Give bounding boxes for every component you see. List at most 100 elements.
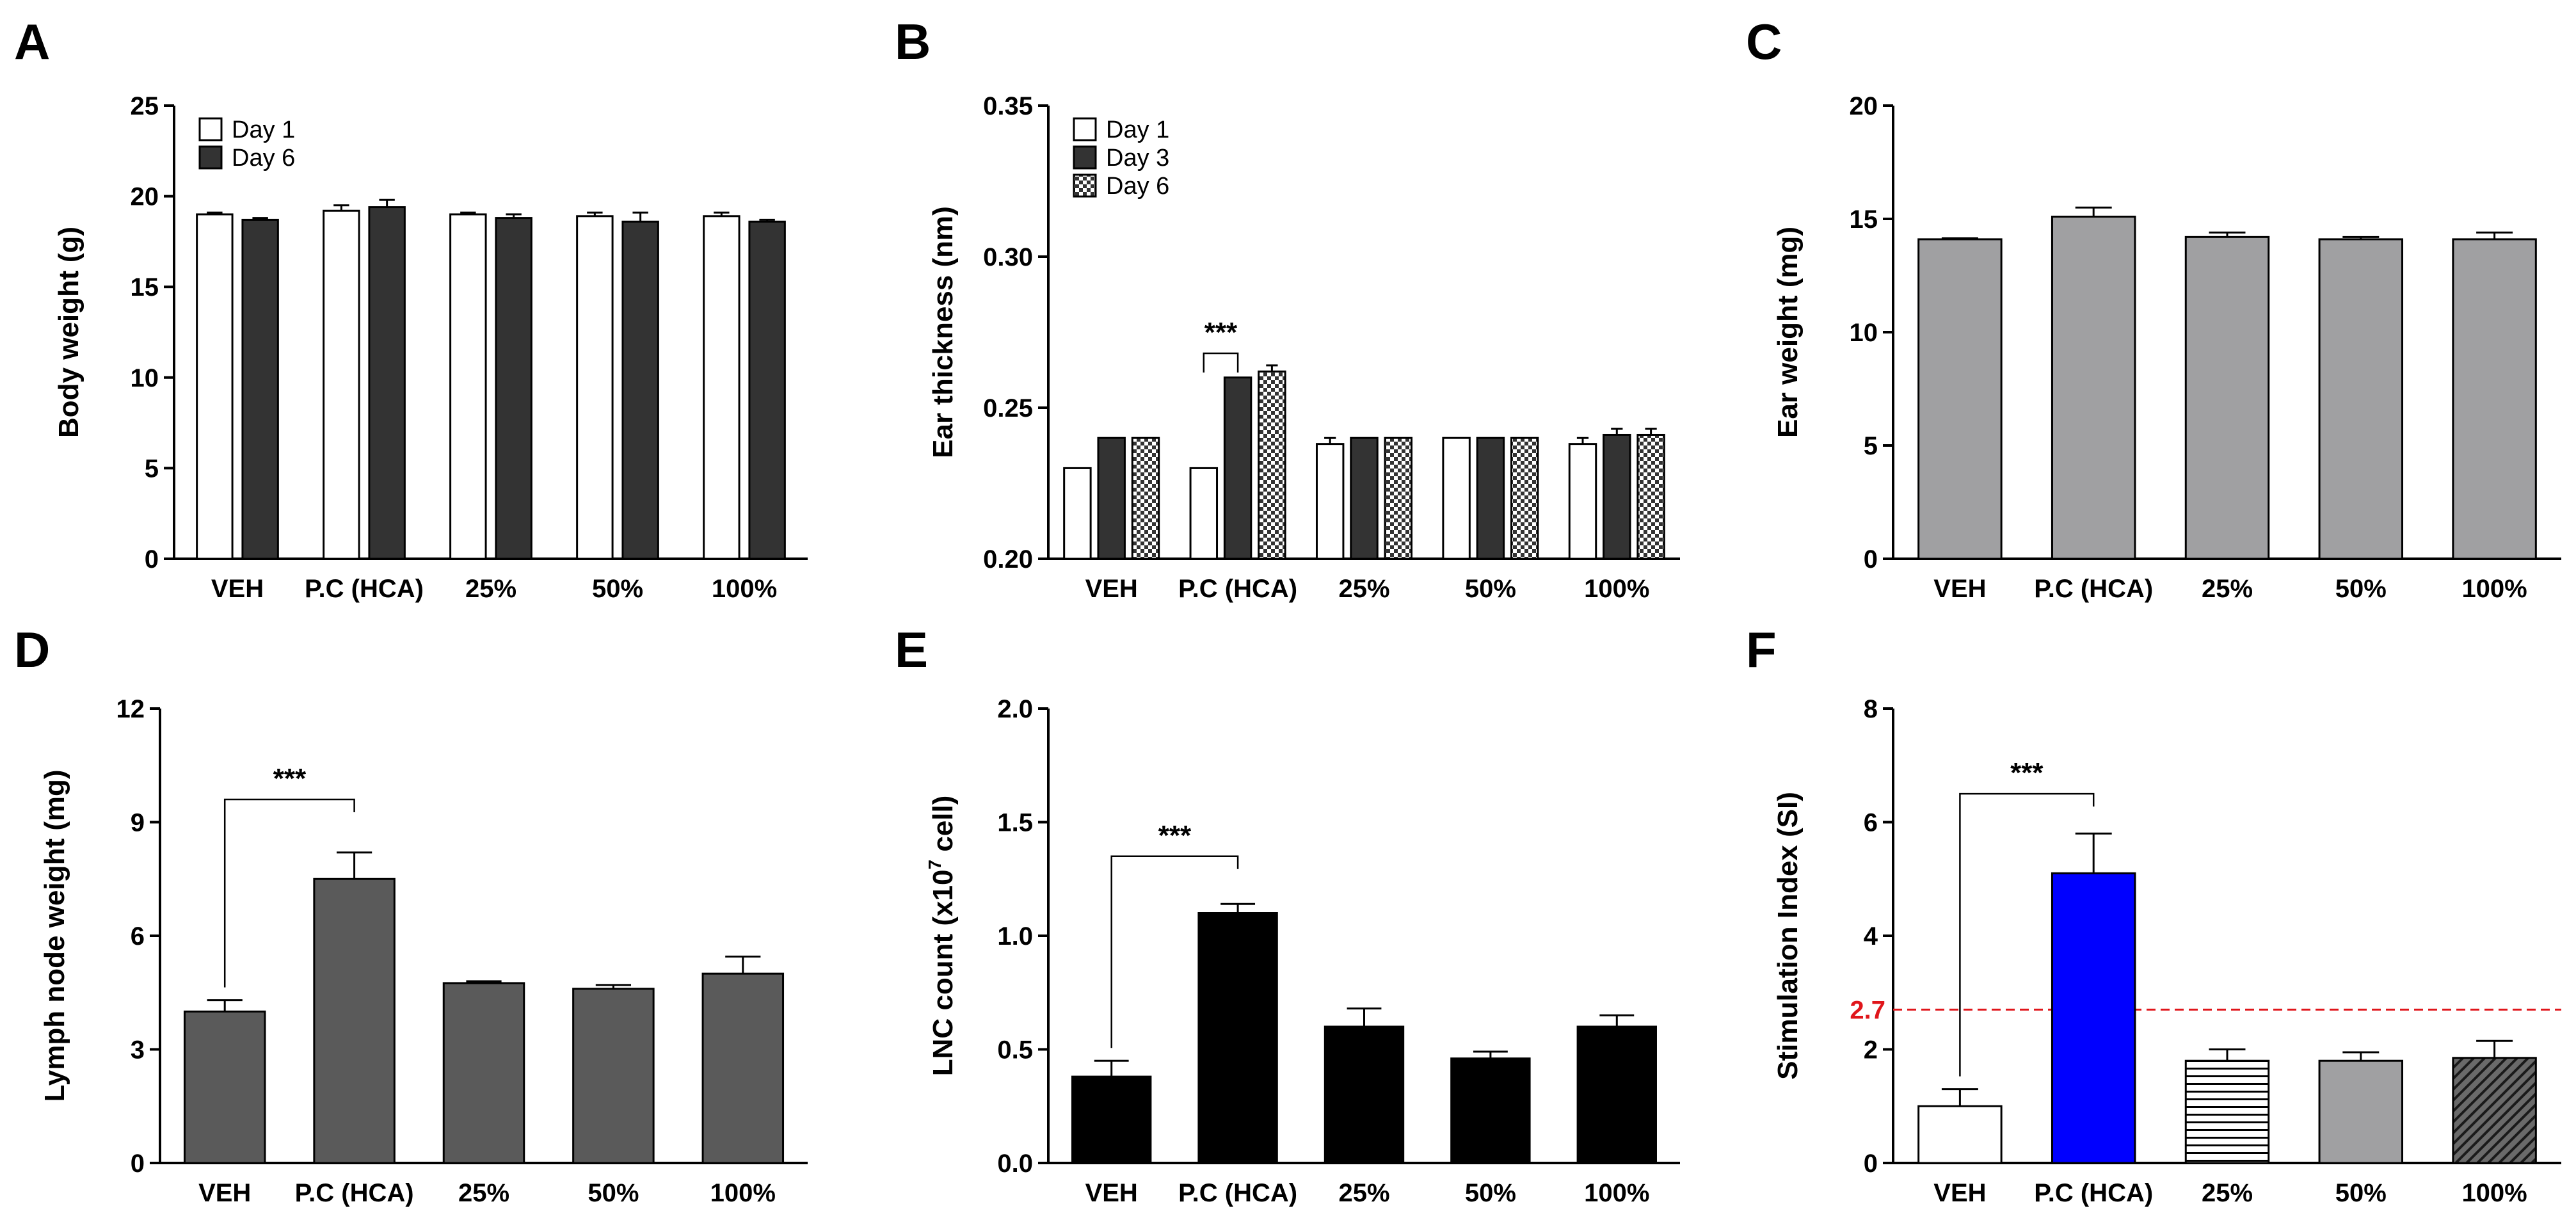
bar-A bbox=[621, 220, 659, 560]
bar-A bbox=[449, 213, 487, 560]
bar-E bbox=[1324, 1025, 1405, 1164]
y-tick-label-D: 0 bbox=[131, 1150, 145, 1178]
y-axis-label-F: Stimulation Index (SI) bbox=[1772, 792, 1804, 1080]
y-tick-label-B: 0.25 bbox=[983, 394, 1033, 422]
bar-A bbox=[495, 217, 532, 560]
bar-B bbox=[1097, 437, 1126, 560]
legend-swatch-B bbox=[1073, 173, 1097, 198]
y-tick-label-B: 0.35 bbox=[983, 92, 1033, 120]
panel-E: E LNC count (x107 cell) 0.0 0.5 1.0 1.5 2.0 VEH… bbox=[895, 622, 1680, 1207]
panel-label-C: C bbox=[1746, 13, 1782, 70]
significance-label-E: *** bbox=[1158, 820, 1192, 851]
x-tick-label-B: 100% bbox=[1584, 575, 1649, 603]
legend-swatch-A bbox=[198, 117, 223, 141]
significance-label-F: *** bbox=[2010, 757, 2044, 789]
significance-label-D: *** bbox=[273, 763, 307, 794]
x-tick-label-F: 25% bbox=[2202, 1179, 2253, 1207]
bar-B bbox=[1223, 376, 1252, 560]
legend-label-A: Day 6 bbox=[232, 145, 295, 172]
y-tick-label-A: 15 bbox=[131, 273, 159, 301]
x-tick-label-A: 100% bbox=[712, 575, 777, 603]
bar-D bbox=[442, 982, 525, 1164]
bar-C bbox=[2051, 215, 2136, 560]
y-axis-label-D: Lymph node weight (mg) bbox=[39, 770, 70, 1102]
bar-B bbox=[1603, 433, 1631, 560]
bar-B bbox=[1063, 467, 1092, 560]
y-tick-label-C: 15 bbox=[1850, 205, 1878, 234]
x-tick-label-E: 25% bbox=[1338, 1179, 1389, 1207]
bar-B bbox=[1258, 370, 1286, 560]
x-tick-label-A: 25% bbox=[465, 575, 516, 603]
y-tick-label-C: 20 bbox=[1850, 92, 1878, 120]
y-tick-label-A: 5 bbox=[145, 454, 159, 483]
x-tick-label-C: 25% bbox=[2202, 575, 2253, 603]
legend-swatch-B bbox=[1073, 117, 1097, 141]
bar-B bbox=[1315, 443, 1345, 560]
x-tick-label-D: 50% bbox=[588, 1179, 639, 1207]
bar-B bbox=[1442, 437, 1471, 560]
significance-bracket-D bbox=[223, 798, 355, 988]
y-tick-label-F: 4 bbox=[1864, 922, 1878, 950]
bar-F bbox=[2318, 1059, 2404, 1164]
y-tick-label-D: 12 bbox=[116, 695, 145, 723]
bar-F bbox=[2184, 1059, 2270, 1164]
bar-A bbox=[196, 213, 234, 560]
legend-swatch-B bbox=[1073, 145, 1097, 170]
significance-label-B: *** bbox=[1204, 317, 1238, 348]
y-tick-label-E: 1.0 bbox=[997, 922, 1033, 950]
x-tick-label-B: 25% bbox=[1338, 575, 1389, 603]
panel-label-D: D bbox=[14, 622, 50, 678]
x-tick-label-E: VEH bbox=[1085, 1179, 1138, 1207]
legend-swatch-A bbox=[198, 145, 223, 170]
bar-E bbox=[1576, 1025, 1657, 1164]
x-tick-label-B: P.C (HCA) bbox=[1178, 575, 1297, 603]
y-tick-label-E: 0.0 bbox=[997, 1150, 1033, 1178]
y-tick-label-D: 6 bbox=[131, 922, 145, 950]
y-tick-label-C: 0 bbox=[1864, 545, 1878, 573]
bar-B bbox=[1476, 437, 1505, 560]
threshold-label: 2.7 bbox=[1850, 996, 1885, 1024]
x-tick-label-D: 100% bbox=[710, 1179, 776, 1207]
y-axis-label-E: LNC count (x107 cell) bbox=[925, 796, 959, 1077]
x-tick-label-C: 100% bbox=[2461, 575, 2527, 603]
bar-C bbox=[2184, 236, 2270, 560]
y-tick-label-C: 5 bbox=[1864, 432, 1878, 460]
x-tick-label-C: VEH bbox=[1933, 575, 1986, 603]
y-tick-label-B: 0.30 bbox=[983, 243, 1033, 271]
bar-C bbox=[1917, 238, 2003, 560]
x-tick-label-A: VEH bbox=[211, 575, 264, 603]
y-axis-label-superscript: 7 bbox=[925, 860, 945, 870]
bar-B bbox=[1636, 433, 1665, 560]
bar-F bbox=[2452, 1057, 2537, 1164]
bar-A bbox=[241, 218, 279, 560]
bar-B bbox=[1384, 437, 1413, 560]
y-tick-label-D: 3 bbox=[131, 1036, 145, 1064]
bar-E bbox=[1197, 912, 1278, 1164]
y-tick-label-C: 10 bbox=[1850, 319, 1878, 347]
bar-C bbox=[2318, 238, 2404, 560]
y-tick-label-E: 2.0 bbox=[997, 695, 1033, 723]
y-tick-label-E: 0.5 bbox=[997, 1036, 1033, 1064]
bar-B bbox=[1510, 437, 1539, 560]
x-tick-label-C: 50% bbox=[2335, 575, 2387, 603]
panel-label-B: B bbox=[895, 13, 931, 70]
panel-A: A Body weight (g) 0 5 10 15 20 25 VEH P.C (HCA) 25… bbox=[14, 13, 808, 603]
bar-E bbox=[1071, 1075, 1152, 1164]
bar-B bbox=[1189, 467, 1219, 560]
x-tick-label-F: P.C (HCA) bbox=[2034, 1179, 2153, 1207]
x-tick-label-E: 100% bbox=[1584, 1179, 1649, 1207]
panel-label-A: A bbox=[14, 13, 50, 70]
y-axis-label-B: Ear thickness (nm) bbox=[927, 206, 959, 458]
legend-label-B: Day 1 bbox=[1106, 116, 1169, 143]
x-tick-label-F: 50% bbox=[2335, 1179, 2387, 1207]
panel-F: F Stimulation Index (SI) 0 2 4 6 8 VEH P.C (HCA)… bbox=[1746, 622, 2561, 1207]
bar-D bbox=[313, 878, 396, 1164]
bar-C bbox=[2452, 238, 2537, 560]
y-axis-label-A: Body weight (g) bbox=[53, 227, 84, 438]
legend-label-A: Day 1 bbox=[232, 116, 295, 143]
y-tick-label-A: 10 bbox=[131, 364, 159, 392]
bar-D bbox=[572, 988, 655, 1164]
bar-A bbox=[323, 209, 360, 560]
x-tick-label-D: 25% bbox=[458, 1179, 509, 1207]
